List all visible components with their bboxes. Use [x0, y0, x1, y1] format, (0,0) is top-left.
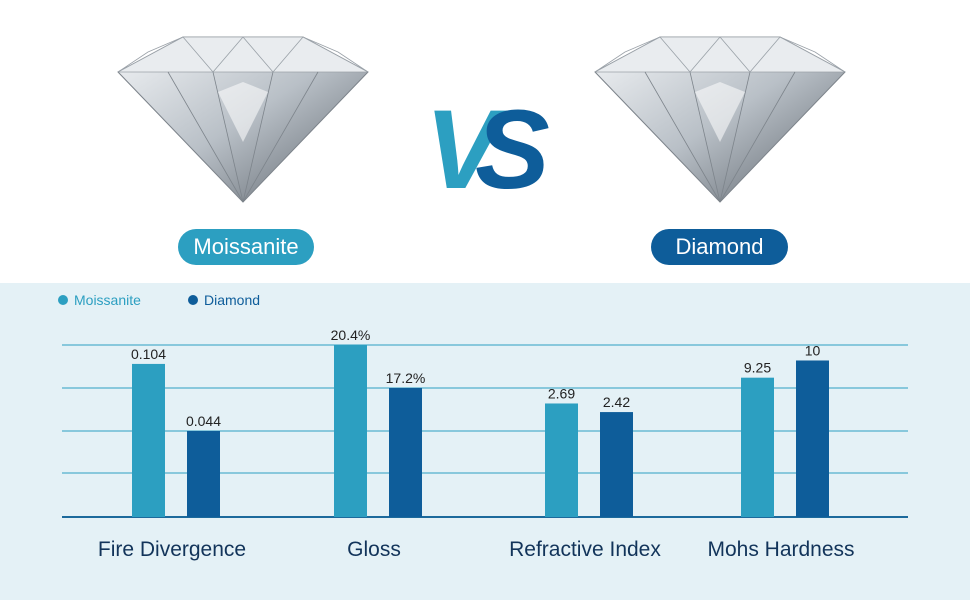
data-label: 20.4%: [331, 327, 371, 343]
legend-item-diamond: Diamond: [188, 292, 260, 308]
diamond-pill: Diamond: [651, 229, 788, 265]
legend-label-diamond: Diamond: [204, 292, 261, 308]
category-label: Mohs Hardness: [707, 538, 854, 561]
data-label: 9.25: [744, 360, 771, 376]
bar-moissanite-3: [741, 377, 774, 517]
bar-diamond-0: [187, 431, 220, 517]
vs-logo: V S: [425, 90, 550, 195]
data-label: 2.69: [548, 385, 575, 401]
data-label: 10: [805, 342, 821, 358]
legend-swatch-diamond: [188, 295, 198, 306]
moissanite-pill: Moissanite: [178, 229, 314, 265]
data-label: 2.42: [603, 394, 630, 410]
legend-label-moissanite: Moissanite: [74, 292, 141, 308]
legend-swatch-moissanite: [58, 295, 68, 306]
diamond-gem-icon: [594, 36, 846, 203]
data-label: 0.104: [131, 346, 166, 362]
legend-item-moissanite: Moissanite: [58, 292, 141, 308]
comparison-bar-chart: 0.104 0.044 Fire Divergence 20.4% 17.2% Gloss…: [62, 327, 908, 561]
bar-moissanite-0: [132, 363, 165, 517]
diamond-gem-icon: [117, 36, 369, 203]
header-section: V S Moissanite Diamond: [0, 0, 970, 283]
bar-diamond-2: [600, 412, 633, 517]
category-label: Refractive Index: [509, 538, 661, 561]
data-label: 0.044: [186, 413, 221, 429]
data-label: 17.2%: [386, 370, 426, 386]
category-label: Fire Divergence: [98, 538, 246, 561]
bar-moissanite-1: [334, 345, 367, 517]
bar-diamond-1: [389, 388, 422, 517]
bar-moissanite-2: [545, 403, 578, 517]
category-label: Gloss: [347, 538, 401, 561]
svg-text:S: S: [475, 90, 550, 195]
bar-diamond-3: [796, 360, 829, 517]
